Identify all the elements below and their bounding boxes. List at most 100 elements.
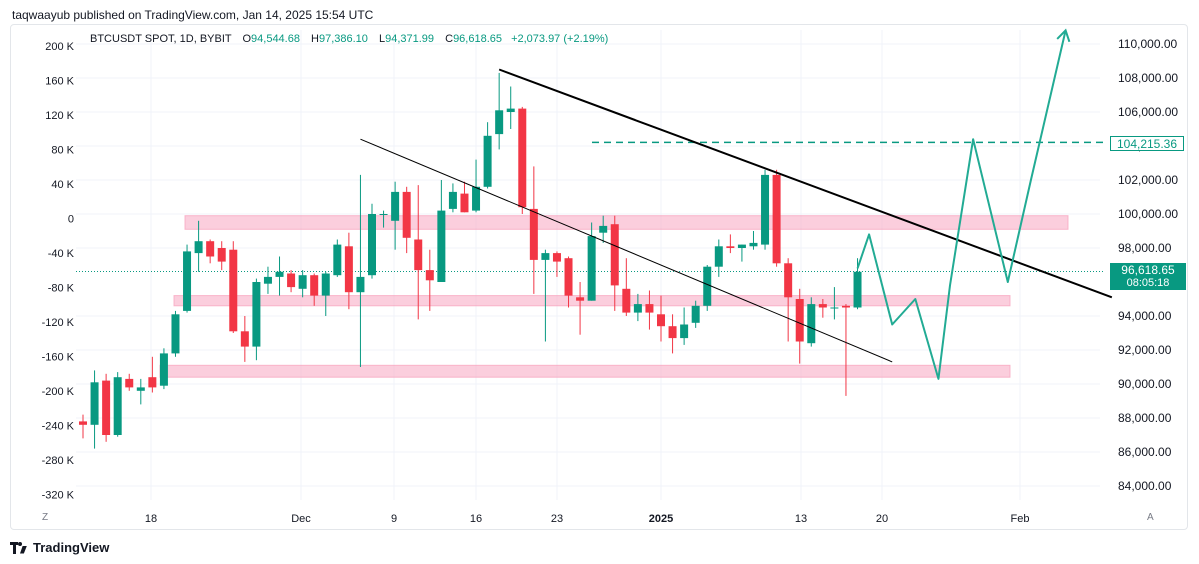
left-axis-tick: -200 K (42, 386, 75, 398)
candle-body (668, 326, 677, 339)
ohlc-legend: BTCUSDT SPOT, 1D, BYBIT O94,544.68 H97,3… (90, 33, 608, 45)
candle-body (460, 193, 469, 213)
candle-body (680, 324, 689, 339)
right-axis-tick: 110,000.00 (1118, 37, 1177, 51)
trendlines (360, 68, 1113, 363)
candle-body (229, 249, 238, 332)
candle-body (645, 304, 654, 313)
x-tick-label: 20 (876, 513, 888, 525)
candle-body (529, 208, 538, 260)
candle-body (79, 421, 87, 425)
right-axis-tick: 84,000.00 (1118, 479, 1172, 493)
candle-body (425, 270, 434, 281)
candle-body (414, 239, 423, 271)
candle-body (275, 271, 284, 277)
auto-scale-right-button[interactable]: A (1147, 512, 1154, 523)
candle-body (379, 214, 388, 215)
candle-body (610, 224, 619, 286)
candle-body (183, 251, 192, 311)
x-tick-label: 13 (795, 513, 807, 525)
open-value: 94,544.68 (251, 33, 300, 45)
candle-body (472, 186, 481, 211)
left-axis-tick: 40 K (51, 179, 74, 191)
candle-body (263, 276, 272, 284)
candle-body (368, 214, 376, 276)
candle-body (171, 314, 180, 354)
left-axis-tick: 80 K (51, 145, 74, 157)
candle-body (761, 174, 770, 245)
trendline (498, 68, 1113, 299)
symbol-label: BTCUSDT SPOT, 1D, BYBIT (90, 33, 232, 45)
price-zone (159, 364, 1011, 378)
candle-body (159, 353, 168, 386)
projection-path (856, 28, 1071, 380)
candle-body (714, 246, 723, 267)
candle-body (807, 304, 816, 344)
candle-body (391, 191, 400, 221)
candle-body (818, 304, 827, 308)
projection-line (856, 30, 1067, 380)
candle-body (287, 273, 296, 288)
candle-body (90, 382, 99, 425)
right-axis-tick: 100,000.00 (1118, 207, 1178, 221)
right-axis-tick: 86,000.00 (1118, 445, 1172, 459)
high-label: H (311, 33, 319, 45)
x-tick-label: Dec (291, 513, 311, 525)
current-price-tag: 96,618.65 (1110, 263, 1186, 277)
x-tick-label: 23 (551, 513, 563, 525)
candle-body (437, 210, 446, 282)
candle-countdown: 08:05:18 (1110, 277, 1186, 290)
candle-body (252, 282, 261, 347)
auto-scale-left-button[interactable]: Z (42, 512, 49, 523)
candle-body (737, 244, 746, 248)
candle-body (217, 248, 226, 262)
candle-body (841, 305, 850, 308)
x-tick-label: Feb (1011, 513, 1030, 525)
candle-body (402, 191, 411, 238)
right-axis-tick: 94,000.00 (1118, 309, 1172, 323)
open-label: O (242, 33, 252, 45)
candlesticks (79, 72, 862, 449)
candle-body (749, 242, 758, 247)
candle-body (541, 253, 550, 260)
candle-body (102, 380, 111, 435)
candle-body (333, 244, 342, 276)
tradingview-footer[interactable]: TradingView (10, 540, 109, 555)
right-axis-tick: 108,000.00 (1118, 71, 1178, 85)
candle-body (703, 266, 712, 306)
candle-body (495, 110, 504, 135)
candle-body (633, 304, 642, 313)
low-label: L (378, 33, 386, 45)
candle-body (853, 271, 862, 308)
candle-body (657, 314, 665, 327)
candle-body (125, 378, 134, 388)
right-axis-tick: 106,000.00 (1118, 105, 1178, 119)
candle-body (564, 258, 573, 296)
candle-body (587, 236, 596, 301)
candle-body (784, 263, 793, 298)
grid (76, 30, 1100, 500)
left-axis-tick: -320 K (42, 490, 75, 502)
right-axis-tick: 92,000.00 (1118, 343, 1172, 357)
left-axis-tick: 120 K (45, 110, 74, 122)
candle-body (576, 297, 585, 301)
candle-body (356, 276, 365, 293)
right-axis-tick: 102,000.00 (1118, 173, 1178, 187)
candle-body (298, 275, 307, 289)
candle-body (552, 253, 561, 262)
candle-body (240, 331, 249, 347)
right-axis-tick: 98,000.00 (1118, 241, 1172, 255)
publish-header: taqwaayub published on TradingView.com, … (12, 8, 374, 22)
candle-body (622, 288, 631, 313)
high-value: 97,386.10 (318, 33, 368, 45)
candle-body (136, 387, 145, 391)
candle-body (194, 241, 203, 254)
candle-body (691, 305, 700, 323)
close-label: C (445, 33, 454, 45)
left-axis-tick: 160 K (45, 76, 74, 88)
left-axis-tick: -40 K (48, 248, 75, 260)
left-axis-tick: -280 K (42, 455, 75, 467)
candle-body (795, 299, 804, 342)
candle-body (772, 174, 781, 264)
